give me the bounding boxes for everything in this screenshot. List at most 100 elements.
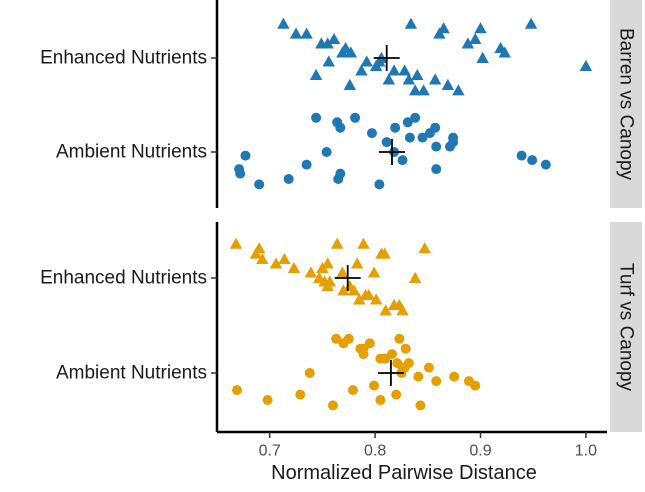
- data-point: [400, 343, 411, 354]
- data-point: [524, 17, 538, 29]
- data-point: [254, 179, 265, 190]
- panel-1: Barren vs Canopy Enhanced Nutrients Ambien…: [40, 0, 642, 208]
- y-tick-label: Ambient Nutrients: [56, 363, 207, 384]
- data-point: [256, 252, 269, 265]
- data-point: [404, 17, 418, 29]
- data-point: [232, 385, 243, 396]
- x-tick-label: 0.9: [469, 443, 491, 460]
- data-point: [331, 333, 342, 344]
- data-point: [404, 132, 415, 143]
- data-point: [391, 389, 402, 400]
- data-point: [289, 27, 303, 39]
- x-tick-label: 1.0: [575, 443, 597, 460]
- data-point: [350, 112, 361, 123]
- data-point: [527, 155, 538, 166]
- y-tick-label: Enhanced Nutrients: [40, 268, 207, 289]
- data-point: [431, 164, 442, 175]
- data-point: [333, 174, 344, 184]
- data-point: [295, 389, 306, 400]
- data-point: [441, 78, 455, 90]
- data-point: [411, 68, 424, 81]
- data-point: [444, 141, 455, 152]
- data-point: [379, 304, 392, 316]
- data-point: [350, 257, 364, 269]
- data-point: [410, 112, 421, 123]
- data-point: [448, 132, 459, 143]
- data-point: [381, 137, 392, 148]
- data-point: [386, 349, 397, 360]
- data-point: [413, 371, 424, 382]
- data-point: [408, 271, 422, 283]
- data-point: [311, 112, 322, 123]
- data-point: [397, 362, 408, 373]
- data-point: [343, 333, 354, 344]
- data-point: [229, 237, 243, 249]
- data-point: [417, 84, 430, 96]
- y-tick-label: Ambient Nutrients: [56, 142, 207, 163]
- data-point: [249, 247, 263, 259]
- data-point: [327, 400, 338, 411]
- data-point: [321, 257, 334, 269]
- data-point: [367, 266, 381, 278]
- data-point: [321, 279, 334, 292]
- data-point: [431, 141, 442, 152]
- data-point: [408, 84, 422, 96]
- data-point: [277, 17, 290, 29]
- data-point: [382, 73, 396, 85]
- data-point: [322, 55, 335, 67]
- data-point: [415, 400, 426, 411]
- data-point: [369, 380, 380, 391]
- data-point: [330, 237, 344, 249]
- data-point: [402, 73, 416, 85]
- data-point: [402, 117, 413, 128]
- data-point: [300, 27, 313, 39]
- data-point: [375, 395, 386, 405]
- data-point: [262, 395, 273, 405]
- data-point: [398, 64, 411, 76]
- strip-label: Barren vs Canopy: [616, 28, 637, 181]
- data-point: [313, 271, 326, 283]
- data-point: [321, 37, 334, 49]
- data-point: [353, 293, 366, 305]
- data-point: [355, 64, 368, 76]
- data-point: [470, 380, 481, 391]
- data-point: [540, 159, 551, 170]
- data-point: [387, 64, 401, 76]
- data-point: [327, 32, 341, 45]
- data-point: [474, 22, 487, 34]
- data-point: [461, 37, 475, 49]
- x-tick-label: 0.7: [259, 443, 281, 460]
- data-point: [339, 41, 352, 54]
- data-point: [344, 46, 358, 58]
- data-point: [433, 27, 446, 39]
- data-point: [358, 343, 369, 354]
- data-point: [393, 298, 406, 310]
- data-point: [431, 376, 442, 387]
- data-point: [394, 333, 405, 344]
- data-point: [287, 261, 301, 274]
- x-axis-title: Normalized Pairwise Distance: [271, 462, 537, 484]
- data-point: [304, 368, 315, 378]
- data-point: [417, 132, 428, 143]
- data-point: [418, 242, 431, 254]
- data-point: [357, 237, 370, 249]
- data-point: [321, 147, 332, 157]
- data-point: [332, 117, 343, 128]
- x-tick-label: 0.8: [364, 443, 386, 460]
- data-point: [337, 284, 350, 296]
- data-point: [430, 122, 441, 133]
- data-point: [343, 78, 357, 90]
- data-point: [336, 266, 349, 278]
- data-point: [449, 371, 460, 382]
- data-point: [378, 247, 391, 259]
- data-point: [301, 159, 312, 170]
- data-point: [278, 252, 291, 265]
- data-point: [476, 51, 489, 63]
- data-point: [360, 55, 373, 67]
- data-point: [397, 155, 408, 166]
- panel-2: Turf vs Canopy Enhanced Nutrients Ambient …: [40, 222, 642, 432]
- data-point: [379, 353, 390, 364]
- data-point: [347, 284, 361, 296]
- data-point: [516, 150, 527, 161]
